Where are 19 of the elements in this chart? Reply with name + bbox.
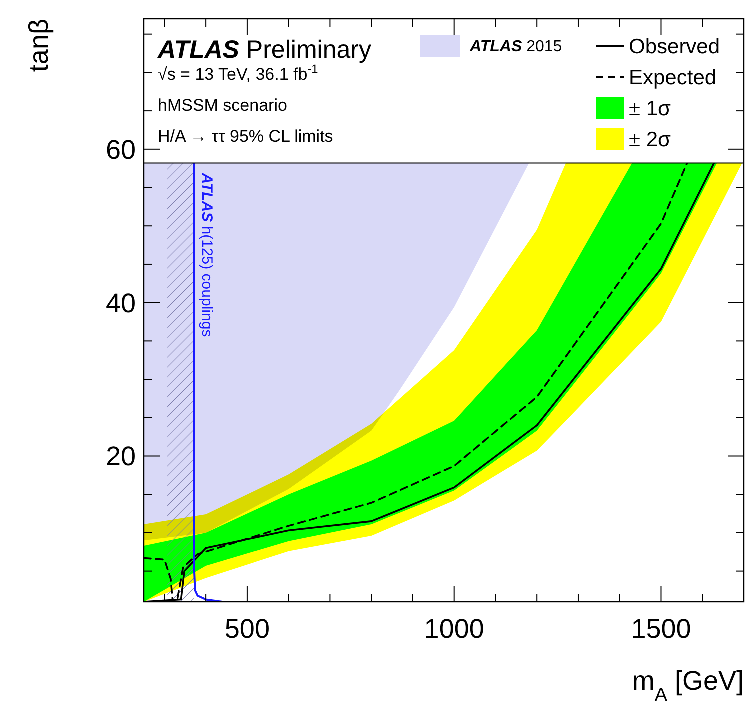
line-series bbox=[193, 163, 224, 602]
annotation: ATLAS h(125) couplings bbox=[198, 172, 216, 338]
x-tick-label: 500 bbox=[224, 614, 270, 644]
y-tick-label: 20 bbox=[106, 442, 136, 472]
x-tick-label: 1000 bbox=[424, 614, 484, 644]
legend-label: ± 1σ bbox=[629, 97, 672, 120]
legend-label: ± 2σ bbox=[629, 128, 672, 152]
y-axis-title: tanβ bbox=[24, 19, 54, 72]
y-tick-label: 40 bbox=[106, 288, 136, 318]
annotation: hMSSM scenario bbox=[158, 96, 288, 115]
annotation: H/A → ττ 95% CL limits bbox=[158, 127, 334, 146]
y-tick-label: 60 bbox=[106, 134, 136, 165]
annotation: √s = 13 TeV, 36.1 fb$^{-1}$ bbox=[158, 62, 319, 84]
x-axis-title: m$_{A}$ [GeV] bbox=[632, 666, 744, 704]
legend-label: ATLAS 2015 bbox=[469, 38, 562, 56]
x-tick-label: 1500 bbox=[631, 614, 692, 644]
legend-label: Observed bbox=[629, 35, 720, 58]
text: ATLAS Preliminary bbox=[157, 36, 372, 64]
legend-label: Expected bbox=[629, 66, 717, 90]
